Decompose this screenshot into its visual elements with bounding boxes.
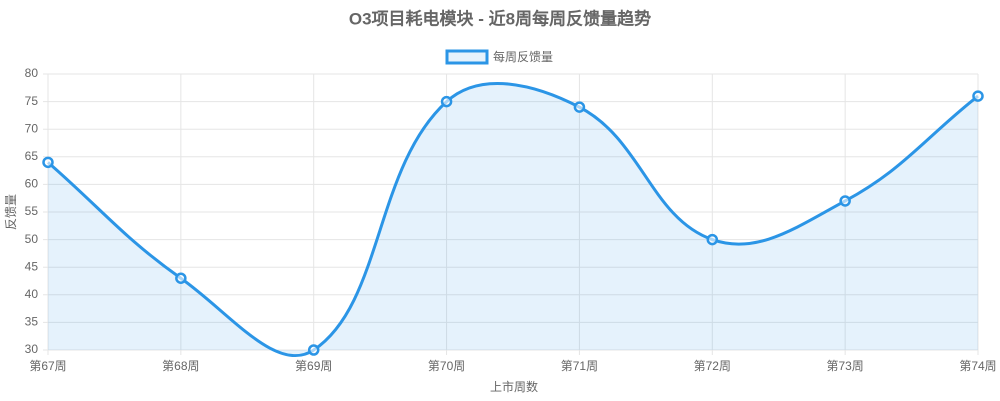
- y-tick-label: 65: [25, 149, 39, 163]
- y-tick-label: 75: [25, 94, 39, 108]
- point: [839, 195, 851, 207]
- y-tick-label: 45: [25, 259, 39, 273]
- x-tick-label: 第68周: [162, 359, 199, 373]
- point: [706, 233, 719, 246]
- y-tick-label: 70: [25, 121, 39, 135]
- y-tick-label: 80: [25, 66, 39, 80]
- x-tick-label: 第72周: [694, 359, 731, 373]
- y-tick-label: 40: [25, 287, 39, 301]
- point: [307, 344, 320, 356]
- point: [972, 90, 984, 102]
- x-tick-label: 第69周: [295, 359, 332, 373]
- point: [440, 95, 453, 108]
- point: [573, 101, 586, 113]
- x-tick-label: 第67周: [29, 359, 66, 373]
- y-tick-label: 50: [25, 232, 39, 246]
- y-tick-label: 55: [25, 204, 39, 218]
- chart-title: O3项目耗电模块 - 近8周每周反馈量趋势: [349, 8, 651, 28]
- x-tick-label: 第74周: [959, 359, 996, 373]
- y-tick-label: 35: [25, 315, 39, 329]
- x-tick-label: 第71周: [561, 359, 598, 373]
- line: [47, 82, 979, 358]
- y-tick-label: 30: [25, 342, 39, 356]
- x-tick-label: 第70周: [428, 359, 465, 373]
- point: [175, 272, 187, 284]
- y-axis-label: 反馈量: [4, 194, 18, 230]
- point: [42, 156, 54, 169]
- legend-swatch: [445, 49, 489, 65]
- x-tick-label: 第73周: [826, 359, 863, 373]
- x-axis-label: 上市周数: [490, 379, 538, 394]
- area-fill: [48, 83, 978, 356]
- legend-label: 每周反馈量: [493, 49, 553, 64]
- y-tick-label: 60: [25, 177, 39, 191]
